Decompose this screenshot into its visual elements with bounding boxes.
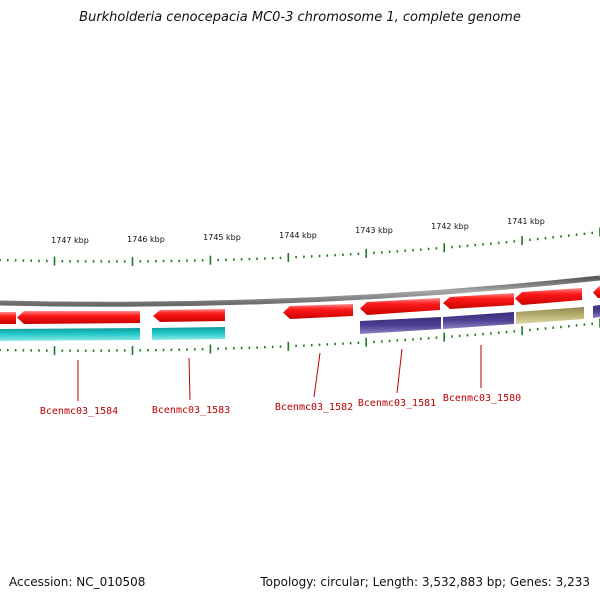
tick-label-1747: 1747 kbp	[51, 236, 89, 245]
gene-label-1580[interactable]: Bcenmc03_1580	[443, 393, 521, 404]
gene-arrow-next[interactable]	[515, 288, 582, 305]
genome-summary: Topology: circular; Length: 3,532,883 bp…	[260, 575, 590, 589]
cds-bar-teal-2[interactable]	[152, 327, 225, 340]
gene-arrow-bcenmc03-1581[interactable]	[360, 298, 440, 315]
tick-label-1745: 1745 kbp	[203, 233, 241, 242]
tick-label-1742: 1742 kbp	[431, 222, 469, 231]
genome-title: Burkholderia cenocepacia MC0-3 chromosom…	[79, 10, 521, 25]
leader-1581	[396, 348, 403, 394]
tick-label-1743: 1743 kbp	[355, 226, 393, 235]
tick-label-1746: 1746 kbp	[127, 235, 165, 244]
cds-bar-olive[interactable]	[516, 307, 584, 324]
leader-1582	[313, 352, 321, 398]
cds-bar-purple-partial[interactable]	[593, 305, 600, 318]
gene-arrow-bcenmc03-1584[interactable]	[17, 311, 140, 324]
cds-track	[0, 305, 600, 341]
cds-bar-teal-1[interactable]	[0, 328, 140, 341]
accession-label: Accession: NC_010508	[9, 575, 146, 589]
leader-1583	[188, 357, 191, 401]
chromosome-backbone	[0, 275, 600, 307]
tick-label-1741: 1741 kbp	[507, 217, 545, 226]
gene-arrow-partial-right[interactable]	[593, 286, 600, 298]
gene-arrow-bcenmc03-1582[interactable]	[283, 304, 353, 319]
ruler-top	[0, 227, 600, 266]
cds-bar-purple-1[interactable]	[360, 317, 441, 334]
tick-label-1744: 1744 kbp	[279, 231, 317, 240]
gene-arrow-partial-left[interactable]	[0, 312, 16, 324]
gene-label-1581[interactable]: Bcenmc03_1581	[358, 398, 436, 409]
gene-labels: Bcenmc03_1584 Bcenmc03_1583 Bcenmc03_158…	[40, 393, 521, 417]
gene-arrow-bcenmc03-1580[interactable]	[443, 293, 514, 309]
gene-track	[0, 286, 600, 324]
ruler-bottom	[0, 318, 600, 356]
gene-arrow-bcenmc03-1583[interactable]	[153, 309, 225, 322]
gene-label-1584[interactable]: Bcenmc03_1584	[40, 406, 118, 417]
ruler-labels: 1747 kbp 1746 kbp 1745 kbp 1744 kbp 1743…	[51, 217, 545, 245]
cds-bar-purple-2[interactable]	[443, 312, 514, 329]
gene-label-1583[interactable]: Bcenmc03_1583	[152, 405, 230, 416]
gene-leaders	[77, 345, 482, 401]
gene-label-1582[interactable]: Bcenmc03_1582	[275, 402, 353, 413]
